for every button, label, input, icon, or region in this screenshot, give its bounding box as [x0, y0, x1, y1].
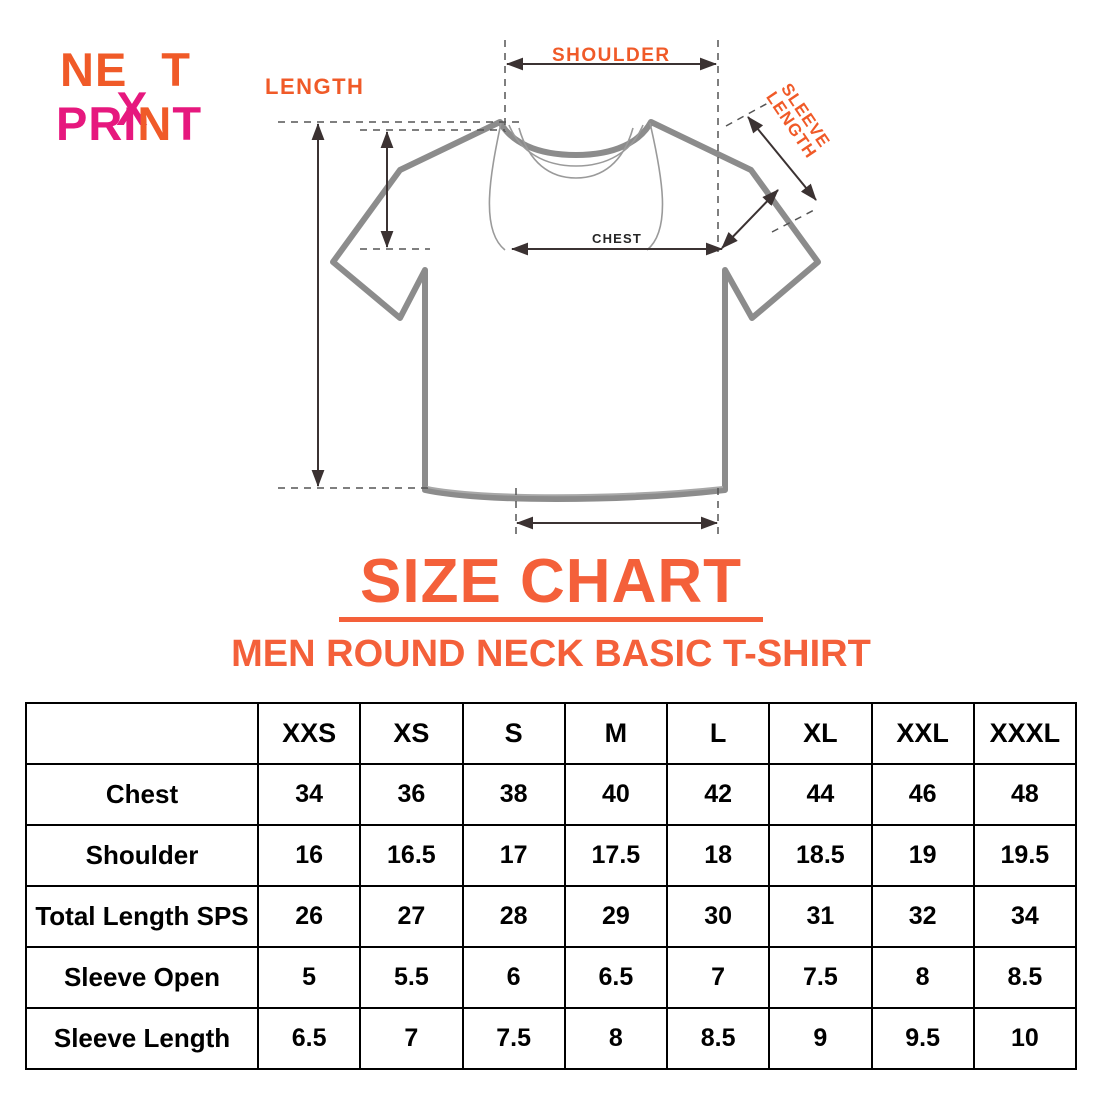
size-chart-table: XXS XS S M L XL XXL XXXL Chest 34 36 38 40 42 44 46 48 S… [25, 702, 1078, 1070]
cell-sleeve-open-xxl: 8 [870, 946, 975, 1009]
cell-sleeve-open-xs: 5.5 [359, 946, 464, 1009]
cell-chest-xs: 36 [359, 763, 464, 826]
row-label-sleeve-length: Sleeve Length [25, 1007, 259, 1070]
armhole-seams [488, 122, 664, 251]
dimension-arrows [311, 57, 817, 530]
table-row: Sleeve Length 6.5 7 7.5 8 8.5 9 9.5 10 [25, 1007, 1078, 1070]
cell-chest-xl: 44 [768, 763, 873, 826]
cell-sleeve-length-s: 7.5 [461, 1007, 566, 1070]
page-title: SIZE CHART [360, 547, 742, 616]
table-header-size-xs: XS [359, 702, 464, 765]
logo-next-text: NE X T [60, 43, 192, 132]
logo-print-text: PRINT [56, 100, 202, 147]
cell-chest-s: 38 [461, 763, 566, 826]
cell-sleeve-open-s: 6 [461, 946, 566, 1009]
row-label-shoulder: Shoulder [25, 824, 259, 887]
logo-print-t: T [172, 97, 203, 150]
logo-print-pri: PRI [56, 97, 138, 150]
cell-sleeve-open-l: 7 [665, 946, 771, 1009]
table-row: Shoulder 16 16.5 17 17.5 18 18.5 19 19.5 [25, 824, 1078, 887]
table-header-size-s: S [461, 702, 566, 765]
cell-total-length-sps-xxs: 26 [256, 885, 362, 948]
cell-shoulder-xxl: 19 [870, 824, 975, 887]
tshirt-measurement-diagram: LENGTH SHOULDER SLEEVE LENGTH CHEST [0, 0, 1102, 550]
cell-sleeve-open-xxxl: 8.5 [972, 946, 1078, 1009]
table-header-size-xxs: XXS [256, 702, 362, 765]
cell-chest-xxxl: 48 [972, 763, 1078, 826]
page-subtitle: MEN ROUND NECK BASIC T-SHIRT [231, 633, 871, 675]
neckline-detail [508, 124, 644, 179]
cell-sleeve-open-xl: 7.5 [768, 946, 873, 1009]
table-header-size-xl: XL [768, 702, 873, 765]
table-corner-cell [25, 702, 259, 765]
row-label-chest: Chest [25, 763, 259, 826]
cell-chest-xxl: 46 [870, 763, 975, 826]
table-body: Chest 34 36 38 40 42 44 46 48 Shoulder 16 16.5 17 17.… [25, 763, 1078, 1070]
cell-total-length-sps-l: 30 [665, 885, 771, 948]
row-label-sleeve-open: Sleeve Open [25, 946, 259, 1009]
cell-chest-xxs: 34 [256, 763, 362, 826]
table-header-size-xxl: XXL [870, 702, 975, 765]
logo-next-t: T [161, 43, 192, 96]
tshirt-svg [278, 40, 821, 536]
row-label-total-length-sps: Total Length SPS [25, 885, 259, 948]
cell-chest-m: 40 [563, 763, 669, 826]
cell-sleeve-length-xl: 9 [768, 1007, 873, 1070]
sleeve-length-arrow [747, 116, 817, 201]
table-row: Total Length SPS 26 27 28 29 30 31 32 34 [25, 885, 1078, 948]
cell-sleeve-length-m: 8 [563, 1007, 669, 1070]
hem-line [426, 486, 724, 497]
logo-print-n: N [137, 97, 173, 150]
cell-chest-l: 42 [665, 763, 771, 826]
cell-shoulder-m: 17.5 [563, 824, 669, 887]
label-chest: CHEST [592, 231, 643, 246]
cell-shoulder-xl: 18.5 [768, 824, 873, 887]
cell-sleeve-length-xxs: 6.5 [256, 1007, 362, 1070]
cell-total-length-sps-xxxl: 34 [972, 885, 1078, 948]
cell-total-length-sps-m: 29 [563, 885, 669, 948]
cell-shoulder-s: 17 [461, 824, 566, 887]
table-header-size-xxxl: XXXL [972, 702, 1078, 765]
cell-shoulder-xs: 16.5 [359, 824, 464, 887]
cell-total-length-sps-xs: 27 [359, 885, 464, 948]
cell-total-length-sps-xl: 31 [768, 885, 873, 948]
cell-sleeve-length-xxl: 9.5 [870, 1007, 975, 1070]
table-row: Chest 34 36 38 40 42 44 46 48 [25, 763, 1078, 826]
tshirt-outline [330, 119, 821, 502]
cell-shoulder-l: 18 [665, 824, 771, 887]
cell-sleeve-open-m: 6.5 [563, 946, 669, 1009]
cell-sleeve-length-l: 8.5 [665, 1007, 771, 1070]
logo-x-icon: X [116, 82, 149, 135]
table-header-size-l: L [665, 702, 771, 765]
table-row: Sleeve Open 5 5.5 6 6.5 7 7.5 8 8.5 [25, 946, 1078, 1009]
cell-sleeve-length-xxxl: 10 [972, 1007, 1078, 1070]
logo-next-ne: NE [60, 43, 128, 96]
table-header-row: XXS XS S M L XL XXL XXXL [25, 702, 1078, 765]
label-length: LENGTH [265, 74, 365, 99]
table-header-size-m: M [563, 702, 669, 765]
label-shoulder: SHOULDER [552, 45, 671, 66]
title-underline [339, 617, 763, 622]
cell-shoulder-xxs: 16 [256, 824, 362, 887]
sleeve-open-arrow [721, 189, 779, 249]
cell-sleeve-open-xxs: 5 [256, 946, 362, 1009]
cell-total-length-sps-s: 28 [461, 885, 566, 948]
cell-total-length-sps-xxl: 32 [870, 885, 975, 948]
cell-sleeve-length-xs: 7 [359, 1007, 464, 1070]
cell-shoulder-xxxl: 19.5 [972, 824, 1078, 887]
brand-logo: NE X T PRINT [52, 40, 272, 160]
